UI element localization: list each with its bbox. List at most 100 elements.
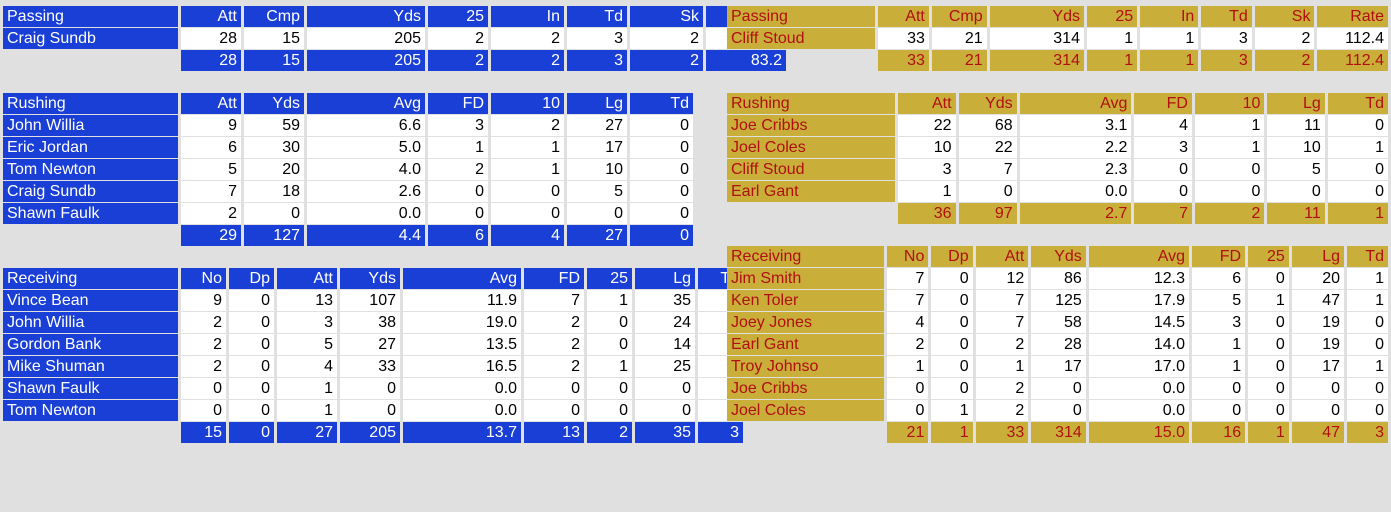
player-name[interactable]: Joel Coles — [727, 400, 885, 421]
table-row[interactable]: Earl Gant 1 0 0.0 0 0 0 0 — [727, 181, 1388, 202]
column-header[interactable]: Sk — [630, 6, 703, 27]
table-row[interactable]: Cliff Stoud 3 7 2.3 0 0 5 0 — [727, 159, 1388, 180]
column-header[interactable]: 25 — [1248, 246, 1289, 267]
column-header[interactable]: Td — [630, 93, 693, 114]
player-name[interactable]: Jim Smith — [727, 268, 885, 289]
column-header[interactable]: Att — [181, 93, 241, 114]
stat-cell: 1 — [1192, 334, 1246, 355]
table-row[interactable]: Jim Smith 7 0 12 86 12.3 6 0 20 1 — [727, 268, 1388, 289]
table-row[interactable]: Earl Gant 2 0 2 28 14.0 1 0 19 0 — [727, 334, 1388, 355]
table-row[interactable]: Shawn Faulk 2 0 0.0 0 0 0 0 — [3, 203, 693, 224]
column-header[interactable]: FD — [1192, 246, 1246, 267]
column-header[interactable]: Att — [181, 6, 241, 27]
column-header[interactable]: Yds — [340, 268, 400, 289]
table-row[interactable]: Craig Sundb 7 18 2.6 0 0 5 0 — [3, 181, 693, 202]
table-row[interactable]: John Willia 9 59 6.6 3 2 27 0 — [3, 115, 693, 136]
player-name[interactable]: Craig Sundb — [3, 28, 178, 49]
column-header[interactable]: Avg — [1019, 93, 1132, 114]
column-header[interactable]: Cmp — [931, 6, 987, 27]
column-header[interactable]: In — [1140, 6, 1199, 27]
table-row[interactable]: Tom Newton 5 20 4.0 2 1 10 0 — [3, 159, 693, 180]
table-row[interactable]: Joe Cribbs 0 0 2 0 0.0 0 0 0 0 — [727, 378, 1388, 399]
column-header[interactable]: Yds — [244, 93, 304, 114]
column-header[interactable]: No — [181, 268, 226, 289]
table-row[interactable]: Troy Johnso 1 0 1 17 17.0 1 0 17 1 — [727, 356, 1388, 377]
table-row[interactable]: Cliff Stoud 33 21 314 1 1 3 2 112.4 — [727, 28, 1388, 49]
column-header[interactable]: Att — [975, 246, 1029, 267]
column-header[interactable]: Yds — [958, 93, 1017, 114]
table-row[interactable]: Eric Jordan 6 30 5.0 1 1 17 0 — [3, 137, 693, 158]
column-header[interactable]: In — [491, 6, 564, 27]
player-name[interactable]: Mike Shuman — [3, 356, 178, 377]
column-header[interactable]: Avg — [1088, 246, 1190, 267]
stat-cell: 2 — [524, 312, 584, 333]
column-header[interactable]: 10 — [491, 93, 564, 114]
table-row[interactable]: Joel Coles 0 1 2 0 0.0 0 0 0 0 — [727, 400, 1388, 421]
column-header[interactable]: Dp — [931, 246, 973, 267]
stat-cell: 2.6 — [307, 181, 425, 202]
column-header[interactable]: Att — [878, 6, 929, 27]
column-header[interactable]: Td — [567, 6, 627, 27]
player-name[interactable]: Eric Jordan — [3, 137, 178, 158]
column-header[interactable]: FD — [428, 93, 488, 114]
table-row[interactable]: Joel Coles 10 22 2.2 3 1 10 1 — [727, 137, 1388, 158]
column-header[interactable]: FD — [524, 268, 584, 289]
column-header[interactable]: 10 — [1194, 93, 1265, 114]
player-name[interactable]: Joe Cribbs — [727, 115, 896, 136]
column-header[interactable]: FD — [1134, 93, 1192, 114]
column-header[interactable]: Avg — [403, 268, 521, 289]
table-row[interactable]: Craig Sundb2815205223283.2 — [3, 28, 786, 49]
player-name[interactable]: John Willia — [3, 115, 178, 136]
player-name[interactable]: Cliff Stoud — [727, 159, 896, 180]
stat-cell: 1 — [931, 400, 973, 421]
column-header[interactable]: 25 — [587, 268, 632, 289]
player-name[interactable]: Shawn Faulk — [3, 378, 178, 399]
player-name[interactable]: Tom Newton — [3, 400, 178, 421]
player-name[interactable]: Cliff Stoud — [727, 28, 876, 49]
column-header[interactable]: Sk — [1254, 6, 1315, 27]
column-header[interactable]: Td — [1347, 246, 1388, 267]
player-name[interactable]: Joe Cribbs — [727, 378, 885, 399]
stat-cell: 2.2 — [1019, 137, 1132, 158]
player-name[interactable]: Earl Gant — [727, 334, 885, 355]
table-row[interactable]: Ken Toler 7 0 7 125 17.9 5 1 47 1 — [727, 290, 1388, 311]
table-row[interactable]: Joe Cribbs 22 68 3.1 4 1 11 0 — [727, 115, 1388, 136]
total-cell: 3 — [1201, 50, 1252, 71]
column-header[interactable]: Yds — [307, 6, 425, 27]
player-name[interactable]: Vince Bean — [3, 290, 178, 311]
column-header[interactable]: Yds — [989, 6, 1084, 27]
column-header[interactable]: 25 — [1086, 6, 1138, 27]
player-name[interactable]: John Willia — [3, 312, 178, 333]
player-name[interactable]: Earl Gant — [727, 181, 896, 202]
column-header[interactable]: Lg — [635, 268, 695, 289]
column-header[interactable]: Rate — [1317, 6, 1388, 27]
player-name[interactable]: Joel Coles — [727, 137, 896, 158]
player-name[interactable]: Joey Jones — [727, 312, 885, 333]
column-header[interactable]: Td — [1201, 6, 1252, 27]
column-header[interactable]: Td — [1327, 93, 1388, 114]
column-header[interactable]: Lg — [1291, 246, 1345, 267]
player-name[interactable]: Troy Johnso — [727, 356, 885, 377]
column-header[interactable]: No — [887, 246, 929, 267]
column-header[interactable]: Att — [898, 93, 956, 114]
table-row[interactable]: Joey Jones 4 0 7 58 14.5 3 0 19 0 — [727, 312, 1388, 333]
column-header[interactable]: Att — [277, 268, 337, 289]
player-name[interactable]: Shawn Faulk — [3, 203, 178, 224]
player-name[interactable]: Craig Sundb — [3, 181, 178, 202]
column-header[interactable]: Avg — [307, 93, 425, 114]
column-header[interactable]: Lg — [1267, 93, 1325, 114]
column-header[interactable]: Cmp — [244, 6, 304, 27]
column-header[interactable]: Dp — [229, 268, 274, 289]
column-header[interactable]: Yds — [1031, 246, 1086, 267]
column-header[interactable]: 25 — [428, 6, 488, 27]
player-name[interactable]: Gordon Bank — [3, 334, 178, 355]
player-name[interactable]: Ken Toler — [727, 290, 885, 311]
column-header[interactable]: Lg — [567, 93, 627, 114]
player-name[interactable]: Tom Newton — [3, 159, 178, 180]
